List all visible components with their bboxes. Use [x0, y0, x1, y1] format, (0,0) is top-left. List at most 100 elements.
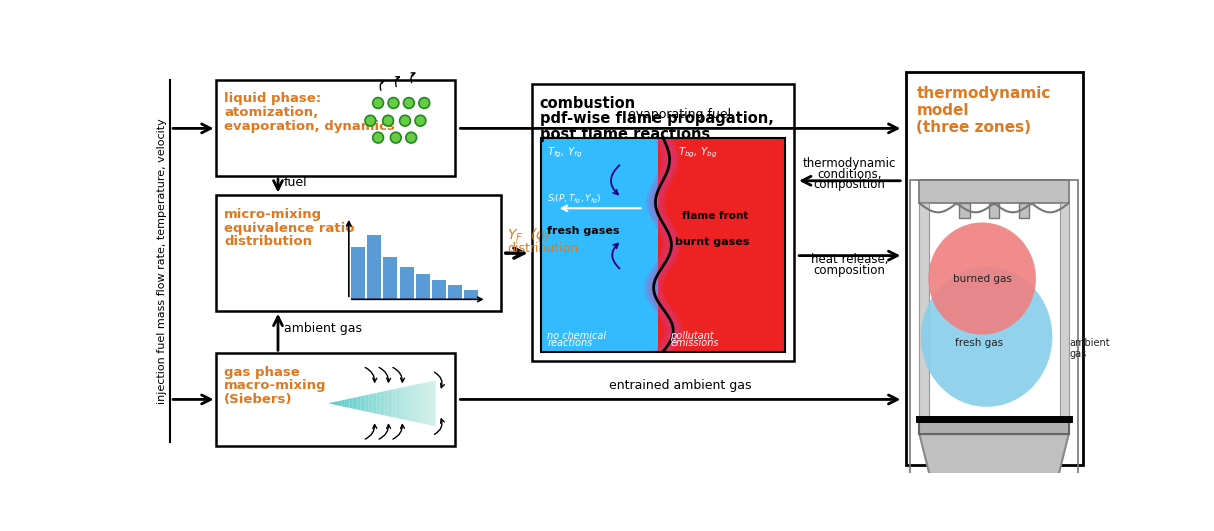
Text: composition: composition [813, 264, 885, 277]
Polygon shape [651, 189, 665, 192]
Polygon shape [662, 167, 675, 170]
Polygon shape [657, 170, 677, 174]
Text: equivalence ratio: equivalence ratio [225, 221, 354, 235]
Polygon shape [651, 305, 671, 308]
Text: (Siebers): (Siebers) [225, 393, 293, 406]
Polygon shape [412, 385, 414, 422]
Polygon shape [664, 167, 671, 170]
Polygon shape [651, 218, 671, 221]
Polygon shape [365, 395, 369, 412]
Polygon shape [409, 386, 412, 421]
Polygon shape [663, 323, 682, 327]
Polygon shape [652, 181, 671, 185]
Polygon shape [646, 276, 666, 279]
Polygon shape [665, 243, 677, 246]
Polygon shape [665, 323, 679, 327]
Polygon shape [652, 203, 659, 207]
Bar [988, 203, 999, 218]
Polygon shape [663, 333, 682, 337]
Polygon shape [658, 264, 666, 268]
Polygon shape [657, 305, 665, 308]
Polygon shape [658, 141, 673, 145]
Polygon shape [652, 294, 659, 297]
Polygon shape [354, 397, 358, 409]
Polygon shape [657, 308, 671, 312]
Polygon shape [648, 301, 669, 305]
Polygon shape [654, 261, 675, 264]
Text: $S_l(P,T_{fg}, Y_{fg})$: $S_l(P,T_{fg}, Y_{fg})$ [548, 193, 602, 207]
Ellipse shape [929, 222, 1036, 335]
Polygon shape [665, 232, 673, 236]
Polygon shape [645, 283, 664, 286]
Polygon shape [656, 141, 675, 145]
Polygon shape [431, 381, 433, 426]
Polygon shape [662, 254, 676, 258]
Polygon shape [645, 286, 663, 290]
Polygon shape [658, 181, 665, 185]
Polygon shape [654, 225, 675, 228]
Bar [1019, 203, 1029, 218]
Polygon shape [660, 258, 674, 261]
Polygon shape [663, 170, 670, 174]
Polygon shape [657, 138, 671, 141]
Text: no chemical: no chemical [548, 331, 607, 341]
Polygon shape [660, 145, 674, 149]
Polygon shape [653, 210, 662, 214]
Bar [416, 274, 430, 299]
Polygon shape [660, 225, 669, 228]
Polygon shape [662, 312, 670, 315]
Polygon shape [663, 145, 670, 149]
Polygon shape [660, 156, 679, 159]
Text: thermodynamic: thermodynamic [802, 157, 896, 170]
Polygon shape [662, 239, 681, 243]
Polygon shape [656, 185, 664, 189]
Polygon shape [662, 141, 669, 145]
Text: atomization,: atomization, [225, 106, 318, 119]
Bar [906, 72, 1083, 465]
Polygon shape [662, 243, 681, 246]
Polygon shape [919, 434, 1068, 481]
Polygon shape [653, 185, 666, 189]
Circle shape [373, 132, 384, 143]
Bar [216, 353, 455, 446]
Polygon shape [654, 189, 662, 192]
Polygon shape [645, 294, 665, 297]
Polygon shape [660, 170, 674, 174]
Polygon shape [665, 163, 673, 167]
Polygon shape [401, 387, 403, 419]
Bar [384, 257, 397, 299]
Polygon shape [654, 181, 669, 185]
Polygon shape [398, 388, 401, 419]
Bar [448, 286, 463, 299]
Polygon shape [670, 330, 676, 333]
Polygon shape [648, 214, 669, 218]
Polygon shape [662, 337, 681, 341]
Polygon shape [347, 399, 350, 408]
Polygon shape [653, 308, 674, 312]
Polygon shape [659, 221, 666, 225]
Polygon shape [382, 391, 385, 415]
Polygon shape [666, 159, 673, 163]
Polygon shape [654, 272, 663, 276]
Bar [919, 180, 1068, 203]
Circle shape [405, 132, 416, 143]
Polygon shape [645, 279, 665, 283]
Polygon shape [427, 381, 431, 425]
Polygon shape [339, 400, 341, 406]
Polygon shape [647, 297, 666, 301]
Bar [541, 138, 668, 352]
Polygon shape [659, 152, 679, 156]
Circle shape [419, 98, 430, 108]
Text: post flame reactions: post flame reactions [540, 127, 710, 142]
Bar [919, 203, 929, 434]
Polygon shape [648, 294, 662, 297]
Bar [541, 138, 784, 352]
Text: $T_{bg}$, $Y_{bg}$: $T_{bg}$, $Y_{bg}$ [677, 145, 717, 160]
Bar [910, 180, 1078, 481]
Polygon shape [352, 398, 354, 409]
Polygon shape [653, 196, 659, 199]
Polygon shape [653, 218, 668, 221]
Polygon shape [662, 232, 676, 236]
Polygon shape [665, 341, 674, 345]
Polygon shape [653, 177, 674, 181]
